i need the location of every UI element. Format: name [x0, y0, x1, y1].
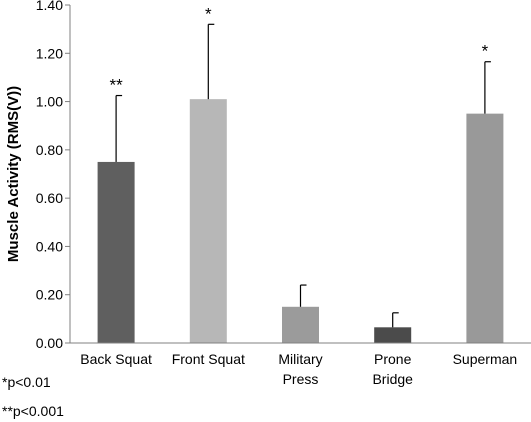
- y-tick-label: 1.40: [36, 0, 63, 13]
- x-category-label: Military: [278, 351, 322, 367]
- y-tick-label: 0.00: [36, 335, 63, 351]
- axes: [69, 5, 531, 344]
- error-bars: [115, 23, 491, 328]
- bar-prone-bridge: [374, 327, 412, 343]
- y-tick-label: 0.40: [36, 238, 63, 254]
- x-category-label: Front Squat: [172, 351, 245, 367]
- x-category-label: Superman: [453, 351, 518, 367]
- significance-mark: *: [205, 4, 212, 23]
- bars: [97, 99, 504, 344]
- footnote-p0001: **p<0.001: [2, 403, 64, 419]
- x-category-label: Back Squat: [80, 351, 152, 367]
- y-tick-label: 1.00: [36, 94, 63, 110]
- y-tick-label: 0.80: [36, 142, 63, 158]
- y-tick-label: 0.60: [36, 190, 63, 206]
- x-category-label: Press: [283, 371, 319, 387]
- bar-military-press: [282, 306, 319, 343]
- x-category-label: Bridge: [372, 371, 413, 387]
- y-tick-label: 0.20: [36, 287, 63, 303]
- significance-marks: ****: [109, 4, 488, 94]
- footnote-p001: *p<0.01: [2, 374, 51, 390]
- x-category-label: Prone: [374, 351, 412, 367]
- y-axis-title: Muscle Activity (RMS(V)): [5, 86, 22, 262]
- x-axis-categories: Back Squat Front Squat Military Press Prone B…: [80, 351, 517, 387]
- bar-superman: [466, 113, 504, 344]
- y-axis-title-group: Muscle Activity (RMS(V)): [5, 86, 22, 262]
- y-tick-label: 1.20: [36, 45, 63, 61]
- y-axis-ticks: 0.00 0.20 0.40 0.60 0.80 1.00 1.20 1.40: [36, 0, 70, 351]
- bar-back-squat: [97, 161, 135, 343]
- bar-front-squat: [189, 99, 227, 344]
- significance-mark: *: [482, 42, 489, 61]
- significance-mark: **: [109, 76, 123, 95]
